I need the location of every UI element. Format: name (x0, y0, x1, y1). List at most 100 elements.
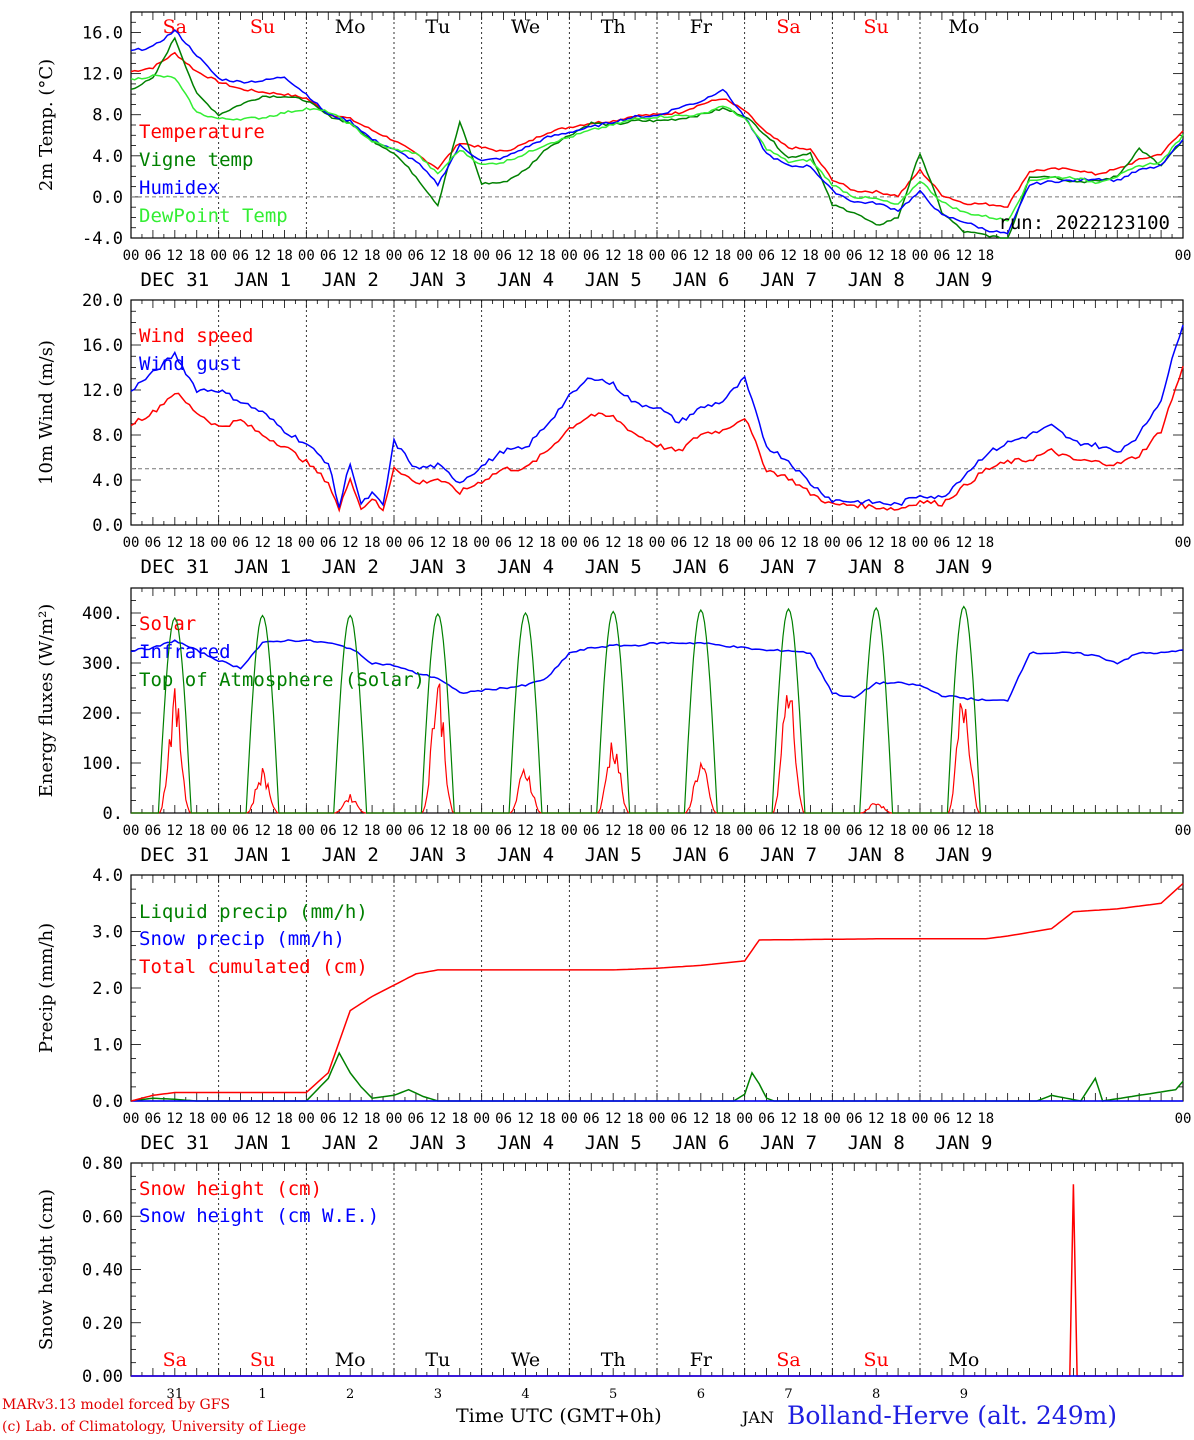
date-label: JAN 7 (760, 269, 817, 291)
hour-tick-label: 00 (210, 248, 227, 264)
hour-tick-label: 06 (144, 1111, 161, 1127)
y-axis-label: 2m Temp. (°C) (36, 59, 57, 191)
y-tick-label: 16.0 (82, 24, 123, 44)
day-number: 9 (960, 1387, 968, 1402)
hour-tick-label: 12 (955, 1111, 972, 1127)
hour-tick-label: 12 (868, 248, 885, 264)
day-number: 2 (346, 1387, 354, 1402)
hour-tick-label: 06 (495, 248, 512, 264)
series-line-temperature (130, 51, 1184, 208)
y-tick-label: 300. (82, 654, 123, 674)
day-name: Mo (335, 1349, 366, 1371)
y-tick-label: 12.0 (82, 65, 123, 85)
hour-tick-label: 00 (824, 823, 841, 839)
hour-tick-label: 00 (386, 1111, 403, 1127)
date-label: JAN 1 (234, 556, 291, 578)
date-label: DEC 31 (141, 556, 210, 578)
series-line-wind-gust (130, 324, 1184, 508)
hour-tick-label: 00 (824, 248, 841, 264)
hour-tick-label: 18 (977, 535, 994, 551)
hour-tick-label: 12 (517, 823, 534, 839)
day-number: 8 (872, 1387, 880, 1402)
hour-tick-label: 18 (451, 823, 468, 839)
date-label: JAN 5 (585, 844, 642, 866)
hour-tick-label: 18 (276, 535, 293, 551)
hour-tick-label: 00 (210, 823, 227, 839)
hour-tick-label: 12 (254, 248, 271, 264)
legend-entry: Top of Atmosphere (Solar) (139, 669, 425, 691)
hour-tick-label: 18 (188, 535, 205, 551)
hour-tick-label: 06 (232, 823, 249, 839)
hour-tick-label: 00 (824, 1111, 841, 1127)
month-label: JAN (742, 1408, 774, 1427)
hour-tick-label: 12 (429, 1111, 446, 1127)
panel-5: 0.00 0.20 0.40 0.60 0.80 Snow height (cm) Sa Su… (36, 1154, 1184, 1402)
day-name: Su (864, 1349, 889, 1371)
date-label: JAN 2 (322, 556, 379, 578)
y-tick-label: 0.0 (92, 188, 123, 208)
date-label: JAN 7 (760, 844, 817, 866)
hour-tick-label: 00 (123, 248, 140, 264)
hour-tick-label: 12 (166, 535, 183, 551)
hour-tick-label: 12 (868, 823, 885, 839)
date-label: JAN 8 (848, 269, 905, 291)
hour-tick-label: 06 (232, 1111, 249, 1127)
date-label: JAN 7 (760, 556, 817, 578)
hour-tick-label: 12 (429, 535, 446, 551)
hour-tick-label: 18 (627, 1111, 644, 1127)
hour-tick-label: 06 (670, 248, 687, 264)
credit-line-2: (c) Lab. of Climatology, University of L… (2, 1419, 307, 1435)
series-line-top-of-atmosphere-solar (131, 605, 1183, 814)
hour-tick-label: 06 (407, 535, 424, 551)
date-label: JAN 1 (234, 1132, 291, 1154)
hour-tick-label: 06 (933, 535, 950, 551)
hour-tick-label: 12 (342, 823, 359, 839)
hour-tick-label: 00 (649, 535, 666, 551)
legend-entry: Vigne temp (139, 149, 253, 171)
day-name: Mo (948, 1349, 979, 1371)
date-label: JAN 4 (497, 844, 554, 866)
hour-tick-label: 18 (539, 535, 556, 551)
hour-tick-label: 00 (210, 1111, 227, 1127)
hour-tick-label: 06 (758, 535, 775, 551)
hour-tick-label: 12 (780, 823, 797, 839)
hour-tick-label: 12 (166, 248, 183, 264)
hour-tick-label: 06 (758, 1111, 775, 1127)
y-axis-label: Snow height (cm) (36, 1189, 57, 1350)
hour-tick-label: 00 (298, 248, 315, 264)
y-tick-label: -4.0 (82, 229, 123, 249)
date-label: JAN 1 (234, 844, 291, 866)
date-label: JAN 2 (322, 269, 379, 291)
hour-tick-label: 00 (386, 248, 403, 264)
hour-tick-label: 12 (517, 248, 534, 264)
hour-tick-label: 12 (254, 535, 271, 551)
hour-tick-label: 12 (429, 823, 446, 839)
hour-tick-label: 00 (123, 1111, 140, 1127)
hour-tick-label: 06 (933, 1111, 950, 1127)
day-name: Sa (163, 16, 187, 38)
hour-tick-label: 06 (583, 535, 600, 551)
hour-tick-label: 18 (714, 248, 731, 264)
day-number: 7 (784, 1387, 792, 1402)
day-name: Su (250, 1349, 275, 1371)
hour-tick-label: 06 (933, 248, 950, 264)
date-label: JAN 9 (935, 269, 992, 291)
date-label: JAN 8 (848, 556, 905, 578)
hour-tick-label: 18 (539, 823, 556, 839)
hour-tick-label: 18 (188, 248, 205, 264)
hour-tick-label: 18 (802, 1111, 819, 1127)
legend-entry: Infrared (139, 641, 231, 663)
day-name: We (511, 1349, 540, 1371)
legend-entry: Snow precip (mm/h) (139, 928, 345, 950)
y-tick-label: 0. (103, 804, 123, 824)
hour-tick-label: 00 (561, 248, 578, 264)
hour-tick-label: 06 (407, 1111, 424, 1127)
date-label: JAN 5 (585, 269, 642, 291)
series-line-wind-speed (130, 365, 1184, 513)
hour-tick-label: 06 (144, 248, 161, 264)
hour-tick-label: 06 (144, 535, 161, 551)
hour-tick-label: 00 (386, 535, 403, 551)
hour-tick-label: 12 (517, 1111, 534, 1127)
hour-tick-label: 00 (561, 1111, 578, 1127)
date-label: JAN 3 (409, 269, 466, 291)
